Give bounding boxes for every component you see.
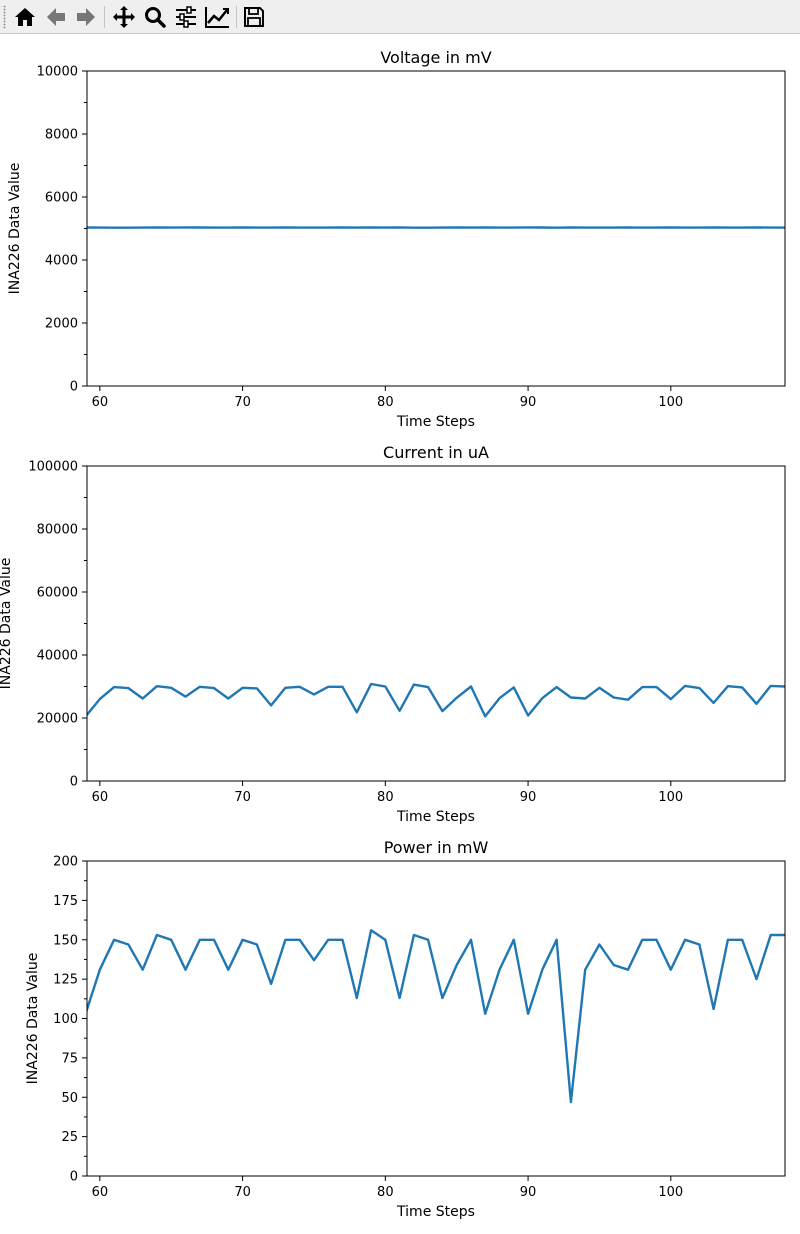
y-tick-label: 150 (53, 933, 78, 948)
chart-title: Voltage in mV (380, 48, 491, 67)
y-tick-label: 20000 (37, 712, 78, 727)
x-tick-label: 60 (92, 1185, 109, 1200)
y-tick-label: 80000 (37, 523, 78, 538)
x-tick-label: 70 (234, 790, 251, 805)
x-axis-label: Time Steps (396, 414, 475, 430)
arrow-left-icon (47, 8, 65, 26)
x-tick-label: 80 (377, 790, 394, 805)
y-tick-label: 40000 (37, 649, 78, 664)
back-button[interactable] (42, 3, 70, 31)
y-tick-label: 0 (70, 775, 78, 790)
toolbar-separator (236, 6, 237, 28)
x-tick-label: 90 (520, 790, 537, 805)
y-tick-label: 125 (53, 973, 78, 988)
plot-frame (86, 465, 786, 782)
x-tick-label: 70 (234, 395, 251, 410)
x-tick-label: 60 (92, 790, 109, 805)
toolbar-grip[interactable] (3, 5, 6, 29)
x-tick-label: 90 (520, 1185, 537, 1200)
save-button[interactable] (240, 3, 268, 31)
navigation-toolbar (0, 0, 800, 34)
home-button[interactable] (11, 3, 39, 31)
subplots-button[interactable] (172, 3, 200, 31)
forward-button[interactable] (72, 3, 100, 31)
y-tick-label: 0 (70, 380, 78, 395)
plot-frame (86, 860, 786, 1177)
zoom-button[interactable] (141, 3, 169, 31)
x-tick-label: 100 (658, 1185, 683, 1200)
move-icon (113, 6, 135, 28)
y-tick-label: 100 (53, 1012, 78, 1027)
series-line (87, 929, 785, 1104)
y-axis-label: INA226 Data Value (0, 558, 14, 690)
x-tick-label: 80 (377, 1185, 394, 1200)
floppy-disk-icon (244, 7, 264, 27)
series-line (87, 682, 786, 718)
chart-line-icon (205, 7, 229, 28)
y-tick-label: 60000 (37, 586, 78, 601)
y-tick-label: 4000 (45, 254, 78, 269)
y-tick-label: 0 (70, 1170, 78, 1185)
y-tick-label: 6000 (45, 191, 78, 206)
chart-title: Current in uA (383, 443, 489, 462)
magnifier-icon (145, 7, 166, 28)
y-axis-label: INA226 Data Value (7, 163, 23, 295)
x-tick-label: 60 (92, 395, 109, 410)
y-tick-label: 2000 (45, 317, 78, 332)
toolbar-separator (104, 6, 105, 28)
y-tick-label: 10000 (37, 65, 78, 80)
edit-axis-button[interactable] (203, 3, 231, 31)
x-tick-label: 100 (658, 790, 683, 805)
x-axis-label: Time Steps (396, 809, 475, 825)
y-tick-label: 175 (53, 894, 78, 909)
y-tick-label: 100000 (28, 460, 78, 475)
y-tick-label: 25 (61, 1130, 78, 1145)
chart-title: Power in mW (384, 838, 489, 857)
y-tick-label: 75 (61, 1051, 78, 1066)
home-icon (15, 8, 35, 26)
y-axis-label: INA226 Data Value (25, 953, 41, 1085)
x-axis-label: Time Steps (396, 1204, 475, 1220)
y-tick-label: 200 (53, 855, 78, 870)
x-tick-label: 100 (658, 395, 683, 410)
sliders-icon (176, 6, 196, 28)
x-tick-label: 90 (520, 395, 537, 410)
y-tick-label: 50 (61, 1091, 78, 1106)
y-tick-label: 8000 (45, 128, 78, 143)
x-tick-label: 80 (377, 395, 394, 410)
x-tick-label: 70 (234, 1185, 251, 1200)
arrow-right-icon (77, 8, 95, 26)
pan-button[interactable] (110, 3, 138, 31)
